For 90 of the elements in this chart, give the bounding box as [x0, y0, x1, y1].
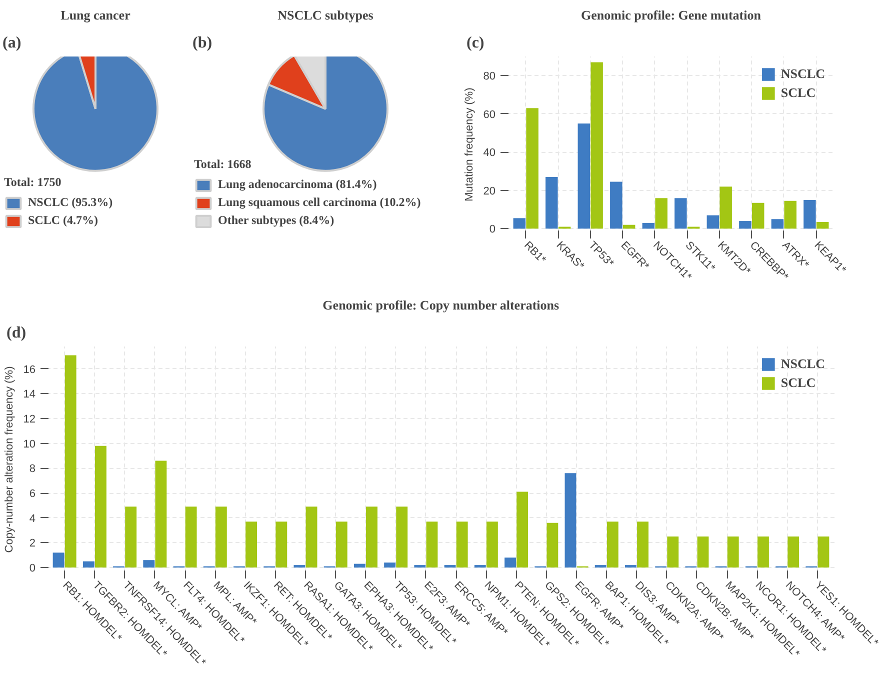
bar — [642, 222, 655, 229]
bar — [504, 558, 516, 568]
text: (a) — [2, 34, 22, 52]
y-tick-label: 12 — [23, 414, 36, 426]
y-tick-label: 8 — [29, 463, 36, 476]
bar — [674, 198, 687, 229]
bar — [590, 62, 603, 229]
y-axis-title: Mutation frequency (%) — [463, 88, 476, 202]
bar — [818, 536, 830, 568]
y-tick-label: 40 — [483, 147, 496, 160]
bar — [426, 522, 438, 568]
bar — [396, 506, 408, 568]
legend-label: NSCLC (95.3%) — [28, 195, 113, 210]
bar — [64, 355, 76, 568]
y-tick-label: 0 — [489, 224, 496, 236]
bar — [366, 506, 378, 568]
bar — [185, 506, 197, 568]
bar — [578, 123, 590, 229]
bar — [143, 560, 155, 568]
y-tick-label: 16 — [23, 364, 36, 376]
bar — [667, 536, 679, 568]
bar — [546, 522, 558, 568]
bar — [215, 506, 227, 568]
legend-title: Total: 1750 — [4, 175, 62, 190]
y-tick-label: 60 — [483, 108, 496, 121]
legend-label: Lung squamous cell carcinoma (10.2%) — [218, 195, 421, 210]
bar — [384, 562, 396, 568]
bar — [655, 198, 668, 229]
bar — [125, 506, 137, 568]
bar — [720, 186, 732, 229]
text: (b) — [192, 34, 212, 52]
bar — [474, 565, 486, 568]
chart-title: Lung cancer — [60, 8, 131, 22]
bar — [816, 222, 829, 229]
y-tick-label: 10 — [23, 438, 36, 450]
bar — [246, 522, 257, 568]
y-axis-title: Copy-number alteration frequency (%) — [3, 366, 16, 553]
bar — [82, 561, 94, 568]
bar — [637, 522, 648, 568]
y-tick-label: 4 — [29, 512, 36, 525]
bar — [804, 200, 816, 229]
bar — [516, 492, 528, 568]
y-tick-label: 80 — [483, 70, 496, 83]
chart-title: NSCLC subtypes — [278, 8, 374, 22]
legend-label: SCLC (4.7%) — [28, 213, 98, 228]
bar — [155, 460, 167, 568]
bar — [758, 536, 769, 568]
chart-title: Genomic profile: Copy number alterations — [322, 298, 560, 312]
bar — [606, 522, 618, 568]
y-tick-label: 0 — [29, 562, 36, 575]
legend-label: NSCLC — [780, 66, 825, 82]
legend-label: Other subtypes (8.4%) — [218, 213, 334, 228]
bar — [739, 221, 752, 229]
bar — [486, 522, 498, 568]
bar — [52, 552, 64, 568]
legend-label: SCLC — [780, 85, 816, 101]
bar — [784, 200, 796, 229]
text: (d) — [6, 324, 26, 342]
bar — [94, 446, 106, 568]
legend-label: Lung adenocarcinoma (81.4%) — [218, 177, 377, 192]
bar — [336, 522, 348, 568]
bar — [788, 536, 800, 568]
bar — [294, 565, 306, 568]
legend-label: SCLC — [780, 375, 816, 391]
bar — [354, 564, 366, 568]
bar — [276, 522, 288, 568]
bar — [306, 506, 318, 568]
bar — [706, 215, 720, 229]
bar — [625, 565, 636, 568]
chart-title: Genomic profile: Gene mutation — [581, 8, 762, 22]
bar — [546, 177, 558, 229]
bar — [727, 536, 739, 568]
y-tick-label: 2 — [29, 538, 36, 550]
bar — [444, 565, 456, 568]
bar — [526, 108, 538, 229]
bar — [771, 219, 784, 229]
bar — [513, 218, 526, 229]
y-tick-label: 6 — [29, 488, 36, 500]
legend-title: Total: 1668 — [194, 157, 252, 172]
bar — [752, 202, 764, 229]
bar — [594, 565, 606, 568]
y-tick-label: 14 — [23, 388, 36, 401]
bar — [697, 536, 709, 568]
bar — [456, 522, 468, 568]
bar — [564, 473, 576, 568]
legend-label: NSCLC — [780, 356, 825, 372]
text: (c) — [466, 34, 484, 52]
bar — [610, 182, 622, 229]
y-tick-label: 20 — [483, 185, 496, 198]
bar — [414, 565, 426, 568]
